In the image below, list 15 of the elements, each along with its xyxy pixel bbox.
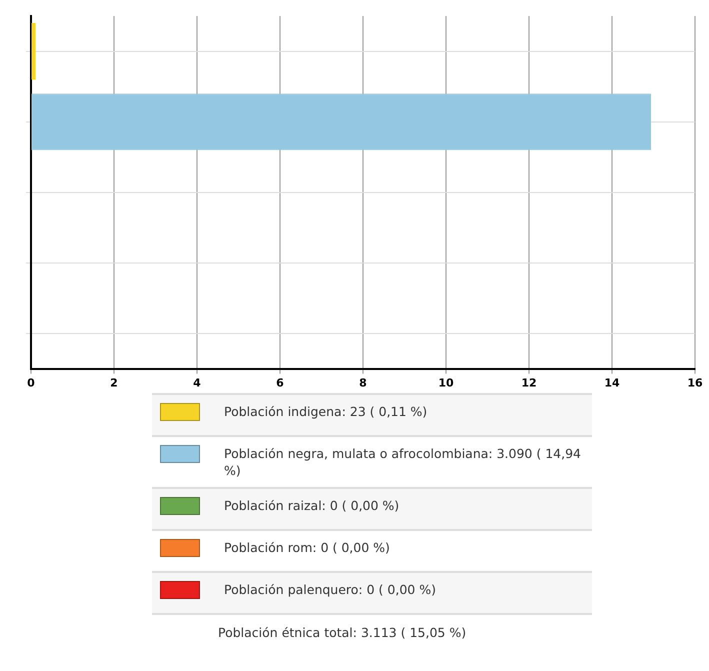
legend-label: Población negra, mulata o afrocolombiana: 3.090 ( 14,94 %) (224, 445, 582, 479)
x-tick-label: 16 (687, 376, 703, 390)
legend-label: Población raizal: 0 ( 0,00 %) (224, 497, 400, 514)
legend-label: Población palenquero: 0 ( 0,00 %) (224, 581, 436, 598)
x-tick-label: 4 (193, 376, 202, 390)
x-tick-label: 12 (521, 376, 537, 390)
text: Población étnica total: 3.113 ( 15,05 %) (218, 625, 468, 640)
x-tick-label: 6 (276, 376, 284, 390)
legend-label: Población indigena: 23 ( 0,11 %) (224, 403, 428, 420)
x-tick-label: 14 (604, 376, 620, 390)
x-tick-label: 10 (438, 376, 454, 390)
x-tick-label: 2 (110, 376, 118, 390)
x-tick-label: 0 (27, 376, 36, 390)
x-tick-label: 8 (359, 376, 367, 390)
legend-label: Población rom: 0 ( 0,00 %) (224, 539, 390, 556)
